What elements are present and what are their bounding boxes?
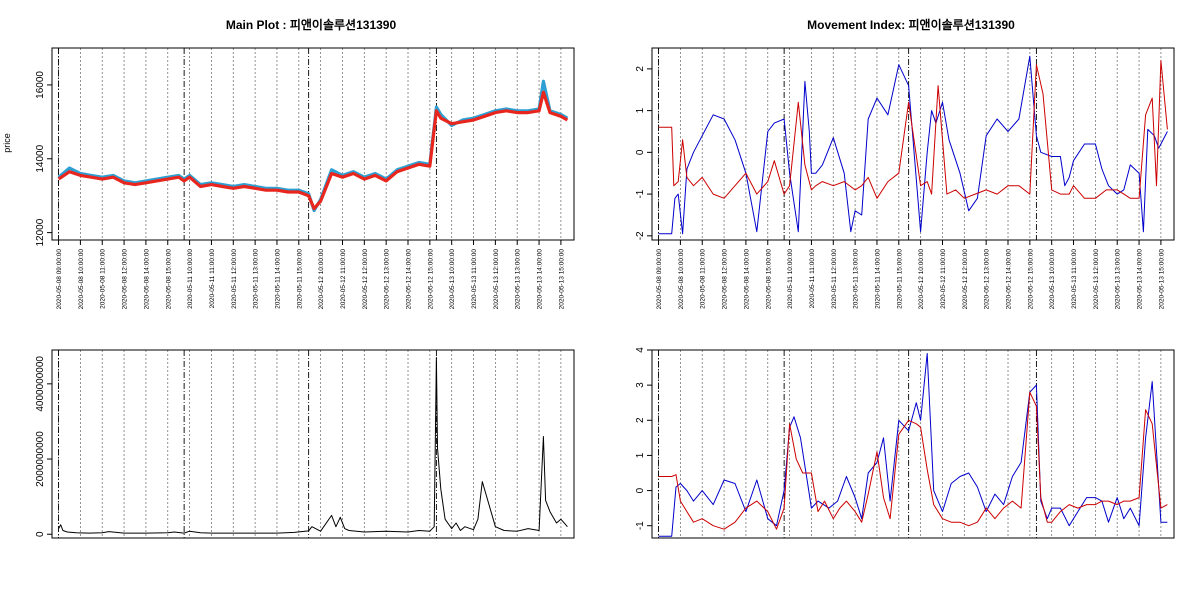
y-tick-label: 1	[635, 107, 646, 113]
x-tick-label: 2020-05-12 13:00:00	[984, 249, 991, 310]
y-tick-label: 2	[635, 66, 646, 72]
x-tick-label: 2020-05-08 11:00:00	[700, 249, 707, 309]
series-line-0	[658, 353, 1168, 537]
movement-index-title: Movement Index: 피앤이솔루션131390	[807, 17, 1015, 32]
x-tick-label: 2020-05-11 11:00:00	[209, 249, 216, 309]
x-tick-label: 2020-05-12 11:00:00	[940, 249, 947, 309]
x-tick-label: 2020-05-08 11:00:00	[100, 249, 107, 309]
x-tick-label: 2020-05-12 12:00:00	[362, 249, 369, 310]
x-tick-label: 2020-05-08 15:00:00	[165, 249, 172, 310]
y-tick-label: 1	[635, 452, 646, 458]
y-tick-label: 14000	[35, 144, 46, 172]
x-tick-label: 2020-05-13 13:00:00	[1115, 249, 1122, 310]
y-tick-label: 2000000000	[35, 431, 46, 487]
x-tick-label: 2020-05-11 11:00:00	[809, 249, 816, 309]
x-tick-label: 2020-05-11 12:00:00	[231, 249, 238, 309]
plot-frame	[51, 47, 575, 241]
x-tick-label: 2020-05-12 11:00:00	[340, 249, 347, 309]
y-tick-label: 0	[635, 149, 646, 155]
y-tick-label: 16000	[35, 71, 46, 99]
x-tick-label: 2020-05-13 15:00:00	[558, 249, 565, 310]
y-tick-label: 4	[635, 347, 646, 353]
x-tick-label: 2020-05-12 10:00:00	[918, 249, 925, 310]
y-tick-label: 2	[635, 417, 646, 423]
x-tick-label: 2020-05-11 14:00:00	[274, 249, 281, 309]
x-tick-label: 2020-05-08 10:00:00	[678, 249, 685, 310]
x-tick-label: 2020-05-12 14:00:00	[406, 249, 413, 310]
series-line-0	[57, 79, 569, 213]
y-tick-label: 4000000000	[35, 356, 46, 412]
x-tick-label: 2020-05-13 15:00:00	[1158, 249, 1165, 310]
x-tick-label: 2020-05-11 15:00:00	[296, 249, 303, 309]
x-tick-label: 2020-05-12 15:00:00	[427, 249, 434, 310]
x-tick-label: 2020-05-13 10:00:00	[449, 249, 456, 310]
y-tick-label: 0	[35, 531, 46, 537]
y-tick-label: 12000	[35, 218, 46, 246]
series-line-1	[57, 90, 569, 211]
volume-panel: 0 2000000000 4000000000	[35, 349, 575, 539]
plot-frame	[651, 47, 1175, 241]
x-tick-label: 2020-05-13 10:00:00	[1049, 249, 1056, 310]
x-tick-label: 2020-05-11 10:00:00	[787, 249, 794, 309]
plot-frame	[51, 349, 575, 539]
x-tick-label: 2020-05-11 12:00:00	[831, 249, 838, 309]
series-line-0	[658, 55, 1168, 235]
x-tick-label: 2020-05-13 12:00:00	[1093, 249, 1100, 310]
x-tick-label: 2020-05-12 12:00:00	[962, 249, 969, 310]
movement-index-top-panel: -2 -1 0 1 2 2020-05-08 09:00:00 2020-05-08 10:…	[635, 47, 1175, 310]
x-tick-label: 2020-05-08 14:00:00	[743, 249, 750, 310]
movement-index-bottom-panel: -1 0 1 2 3 4	[635, 347, 1175, 539]
x-tick-label: 2020-05-08 15:00:00	[765, 249, 772, 310]
x-tick-label: 2020-05-08 12:00:00	[722, 249, 729, 310]
series-line-0	[58, 357, 568, 534]
price-axis-label: price	[2, 133, 12, 153]
x-tick-label: 2020-05-13 11:00:00	[1071, 249, 1078, 309]
y-tick-label: -2	[635, 231, 646, 240]
x-tick-label: 2020-05-11 14:00:00	[874, 249, 881, 309]
x-tick-label: 2020-05-11 13:00:00	[853, 249, 860, 309]
x-tick-label: 2020-05-13 14:00:00	[537, 249, 544, 310]
x-tick-label: 2020-05-12 14:00:00	[1006, 249, 1013, 310]
series-line-1	[658, 60, 1168, 199]
series-line-1	[658, 391, 1168, 530]
y-tick-label: 0	[635, 487, 646, 493]
x-tick-label: 2020-05-11 15:00:00	[896, 249, 903, 309]
x-tick-label: 2020-05-11 10:00:00	[187, 249, 194, 309]
x-tick-label: 2020-05-08 14:00:00	[143, 249, 150, 310]
x-tick-label: 2020-05-11 13:00:00	[253, 249, 260, 309]
y-tick-label: -1	[635, 521, 646, 530]
plot-frame	[651, 349, 1175, 539]
x-tick-label: 2020-05-12 10:00:00	[318, 249, 325, 310]
x-tick-label: 2020-05-08 10:00:00	[78, 249, 85, 310]
main-plot-title: Main Plot : 피앤이솔루션131390	[226, 17, 397, 32]
x-tick-label: 2020-05-13 12:00:00	[493, 249, 500, 310]
y-tick-label: -1	[635, 189, 646, 198]
x-tick-label: 2020-05-08 12:00:00	[122, 249, 129, 310]
x-tick-label: 2020-05-08 09:00:00	[56, 249, 63, 310]
x-tick-label: 2020-05-08 09:00:00	[656, 249, 663, 310]
x-tick-label: 2020-05-12 13:00:00	[384, 249, 391, 310]
x-tick-label: 2020-05-13 13:00:00	[515, 249, 522, 310]
x-tick-label: 2020-05-12 15:00:00	[1027, 249, 1034, 310]
y-tick-label: 3	[635, 382, 646, 388]
x-tick-label: 2020-05-13 14:00:00	[1137, 249, 1144, 310]
x-tick-label: 2020-05-13 11:00:00	[471, 249, 478, 309]
main-price-panel: 12000 14000 16000 2020-05-08 09:00:00 2020-0…	[35, 47, 575, 310]
